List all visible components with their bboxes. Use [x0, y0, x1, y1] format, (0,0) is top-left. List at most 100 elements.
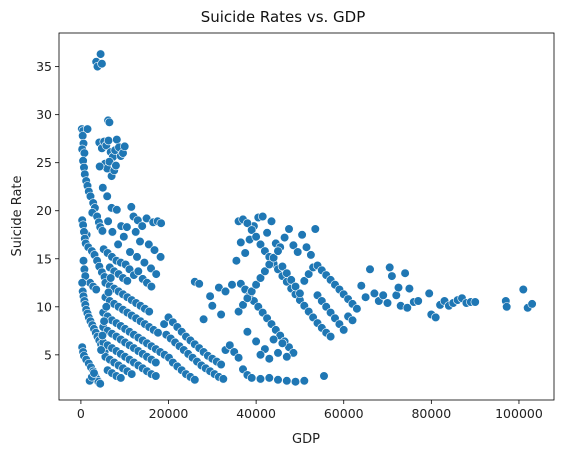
scatter-point — [402, 303, 412, 313]
scatter-point — [137, 221, 147, 231]
scatter-point — [146, 282, 156, 292]
scatter-point — [78, 256, 89, 266]
scatter-point — [262, 228, 272, 238]
x-tick-label: 80000 — [411, 406, 451, 421]
scatter-point — [284, 224, 294, 234]
scatter-point — [326, 332, 336, 342]
scatter-point — [97, 226, 107, 236]
y-tick-label: 25 — [36, 155, 52, 170]
scatter-point — [290, 282, 301, 292]
scatter-point — [518, 284, 528, 295]
scatter-point — [393, 283, 404, 293]
scatter-point — [113, 239, 123, 249]
scatter-point — [299, 276, 309, 286]
scatter-point — [288, 240, 299, 250]
scatter-point — [131, 227, 141, 237]
scatter-point — [240, 248, 250, 258]
scatter-point — [273, 375, 283, 385]
scatter-point — [347, 315, 358, 325]
scatter-point — [247, 373, 257, 383]
scatter-point — [413, 296, 423, 306]
scatter-point — [127, 369, 137, 379]
chart-title: Suicide Rates vs. GDP — [201, 8, 366, 26]
scatter-point — [382, 298, 393, 308]
scatter-point — [111, 161, 121, 171]
scatter-point — [77, 278, 87, 288]
scatter-point — [424, 288, 434, 299]
scatter-point — [89, 368, 99, 378]
scatter-point — [304, 269, 314, 279]
y-tick-label: 20 — [36, 203, 52, 218]
scatter-point — [104, 117, 114, 127]
scatter-point — [255, 374, 266, 384]
axis-ticks: 0 20000 40000 60000 80000 100000 5 10 15 20 25 30 35 — [36, 59, 543, 421]
scatter-point — [369, 288, 380, 299]
scatter-point — [251, 232, 261, 242]
scatter-point — [527, 299, 537, 309]
scatter-point — [149, 245, 160, 255]
scatter-point — [266, 216, 277, 226]
scatter-point — [234, 307, 244, 317]
scatter-point — [119, 232, 129, 242]
scatter-point — [82, 124, 93, 134]
scatter-point — [151, 357, 161, 368]
scatter-point — [282, 376, 292, 386]
scatter-point — [301, 242, 312, 252]
x-tick-label: 60000 — [324, 406, 364, 421]
scatter-point — [116, 373, 126, 383]
scatter-point — [151, 371, 161, 381]
scatter-point — [146, 263, 156, 274]
y-tick-label: 35 — [36, 59, 52, 74]
scatter-point — [199, 314, 209, 324]
scatter-point — [297, 230, 307, 240]
scatter-point — [255, 350, 266, 360]
scatter-point — [404, 284, 415, 294]
scatter-point — [293, 247, 303, 257]
scatter-point — [220, 286, 231, 297]
scatter-point — [365, 264, 375, 274]
scatter-point — [151, 269, 161, 279]
scatter-point — [218, 374, 228, 384]
scatter-point — [242, 218, 252, 228]
data-points — [77, 49, 537, 389]
scatter-point — [122, 276, 132, 286]
scatter-point — [78, 131, 88, 141]
scatter-point — [260, 266, 270, 276]
scatter-point — [153, 328, 163, 338]
scatter-point — [356, 281, 366, 291]
scatter-point — [91, 284, 101, 295]
scatter-point — [247, 225, 257, 235]
x-tick-label: 100000 — [495, 406, 543, 421]
scatter-point — [502, 302, 512, 312]
scatter-point — [299, 376, 309, 386]
scatter-point — [95, 49, 106, 59]
scatter-point — [273, 348, 283, 358]
scatter-point — [225, 340, 235, 350]
scatter-point — [101, 302, 111, 312]
y-tick-label: 10 — [36, 299, 52, 314]
scatter-point — [247, 286, 257, 297]
scatter-point — [159, 319, 169, 329]
scatter-point — [255, 239, 266, 249]
x-axis-label: GDP — [292, 432, 320, 447]
scatter-point — [133, 266, 143, 276]
scatter-point — [339, 325, 349, 335]
scatter-point — [156, 218, 166, 228]
scatter-point — [269, 334, 279, 345]
scatter-point — [97, 331, 107, 341]
scatter-point — [107, 227, 117, 237]
scatter-point — [79, 148, 89, 158]
y-axis-label: Suicide Rate — [10, 175, 25, 256]
scatter-point — [216, 359, 226, 370]
scatter-point — [97, 59, 107, 69]
scatter-point — [264, 259, 274, 270]
scatter-point — [251, 280, 261, 290]
scatter-point — [361, 292, 371, 302]
x-tick-label: 20000 — [149, 406, 189, 421]
scatter-point — [251, 336, 261, 347]
scatter-point — [242, 327, 252, 337]
scatter-point — [378, 290, 388, 300]
x-tick-label: 40000 — [236, 406, 276, 421]
scatter-point — [319, 371, 329, 381]
